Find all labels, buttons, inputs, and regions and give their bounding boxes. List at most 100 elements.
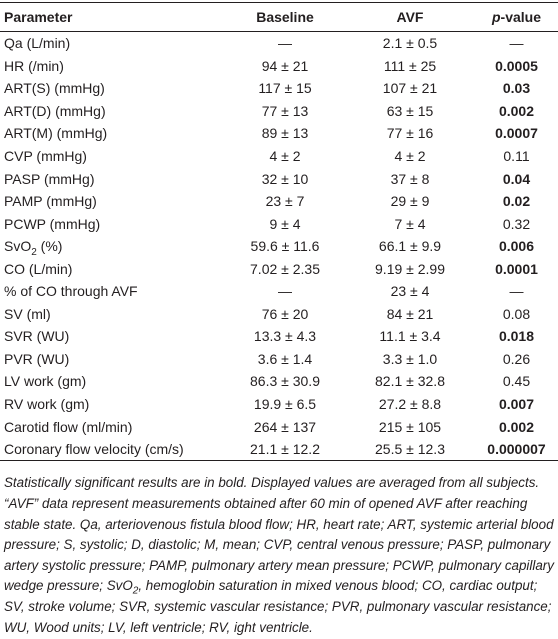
- avf-cell: 23 ± 4: [390, 283, 430, 300]
- avf-cell: 37 ± 8: [390, 170, 430, 187]
- parameter-cell: PASP (mmHg): [0, 167, 225, 190]
- p-value-cell: 0.007: [498, 396, 535, 413]
- parameter-text: CO (L/min): [4, 260, 73, 277]
- p-value-cell: 0.002: [498, 418, 535, 435]
- header-cell: p-value: [475, 3, 558, 32]
- baseline-cell: 117 ± 15: [258, 80, 312, 97]
- p-value-cell: 0.000007: [487, 441, 546, 458]
- header-cell: Baseline: [256, 9, 314, 25]
- avf-cell: 3.3 ± 1.0: [382, 350, 438, 367]
- avf-cell: 27.2 ± 8.8: [378, 396, 442, 413]
- avf-cell: 84 ± 21: [386, 305, 434, 322]
- table-row: PAMP (mmHg) 23 ± 7 29 ± 9 0.02: [0, 190, 558, 213]
- avf-cell: 107 ± 21: [382, 80, 438, 97]
- table-header: Parameter Baseline AVF p-value: [0, 2, 558, 32]
- parameter-text: HR (/min): [4, 57, 64, 74]
- avf-cell: 111 ± 25: [383, 57, 437, 74]
- p-value-cell: 0.0007: [495, 125, 538, 142]
- parameter-cell: CVP (mmHg): [0, 145, 225, 168]
- baseline-cell: 13.3 ± 4.3: [253, 328, 317, 345]
- parameter-cell: PAMP (mmHg): [0, 190, 225, 213]
- parameter-text: Qa (L/min): [4, 35, 71, 52]
- parameter-text: Coronary flow velocity (cm/s): [4, 441, 184, 458]
- parameter-text: ART(S) (mmHg): [4, 80, 105, 97]
- parameter-text: PCWP (mmHg): [4, 215, 101, 232]
- table-row: RV work (gm) 19.9 ± 6.5 27.2 ± 8.8 0.007: [0, 393, 558, 416]
- avf-cell: 29 ± 9: [390, 193, 430, 210]
- table-row: ART(D) (mmHg) 77 ± 13 63 ± 15 0.002: [0, 100, 558, 123]
- p-value-cell: 0.0001: [495, 260, 538, 277]
- avf-cell: 9.19 ± 2.99: [375, 260, 445, 277]
- table-row: HR (/min) 94 ± 21 111 ± 25 0.0005: [0, 55, 558, 78]
- parameter-cell: ART(M) (mmHg): [0, 122, 225, 145]
- parameter-cell: Qa (L/min): [0, 32, 225, 55]
- p-value-cell: 0.26: [502, 350, 531, 367]
- p-value-cell: 0.03: [502, 80, 531, 97]
- baseline-cell: 76 ± 20: [261, 305, 309, 322]
- parameter-text: SV (ml): [4, 305, 51, 322]
- parameter-cell: SV (ml): [0, 303, 225, 326]
- parameter-text: PVR (WU): [4, 350, 70, 367]
- p-value-cell: 0.02: [502, 193, 531, 210]
- footnote-text: Statistically significant results are in…: [4, 475, 554, 594]
- avf-cell: 2.1 ± 0.5: [382, 35, 438, 52]
- avf-cell: 66.1 ± 9.9: [378, 238, 442, 255]
- avf-cell: 215 ± 105: [378, 418, 442, 435]
- parameter-text: PAMP (mmHg): [4, 193, 97, 210]
- parameter-text: (%): [36, 238, 63, 255]
- parameter-cell: RV work (gm): [0, 393, 225, 416]
- header-cell: Parameter: [4, 9, 73, 25]
- header-text: -value: [500, 9, 542, 25]
- parameter-text: ART(M) (mmHg): [4, 125, 108, 142]
- avf-cell: 4 ± 2: [394, 148, 426, 164]
- avf-cell: 63 ± 15: [386, 102, 434, 119]
- parameter-text: ART(D) (mmHg): [4, 102, 106, 119]
- p-value-cell: —: [509, 35, 524, 52]
- parameter-cell: CO (L/min): [0, 257, 225, 280]
- baseline-cell: —: [278, 283, 292, 300]
- header-cell: AVF: [396, 9, 424, 25]
- p-value-cell: 0.04: [502, 170, 531, 187]
- baseline-cell: 9 ± 4: [269, 215, 301, 232]
- p-value-cell: —: [509, 283, 524, 300]
- parameter-cell: SvO2 (%): [0, 235, 225, 257]
- parameter-cell: PCWP (mmHg): [0, 212, 225, 235]
- baseline-cell: 77 ± 13: [261, 102, 309, 119]
- table-row: LV work (gm) 86.3 ± 30.9 82.1 ± 32.8 0.45: [0, 370, 558, 393]
- p-value-cell: 0.0005: [495, 57, 538, 74]
- parameter-cell: Carotid flow (ml/min): [0, 415, 225, 438]
- baseline-cell: 32 ± 10: [261, 170, 309, 187]
- table-row: PVR (WU) 3.6 ± 1.4 3.3 ± 1.0 0.26: [0, 348, 558, 371]
- parameter-cell: Coronary flow velocity (cm/s): [0, 438, 225, 461]
- avf-cell: 82.1 ± 32.8: [375, 373, 445, 390]
- baseline-cell: 21.1 ± 12.2: [250, 441, 320, 458]
- table-row: SV (ml) 76 ± 20 84 ± 21 0.08: [0, 303, 558, 326]
- parameter-cell: PVR (WU): [0, 348, 225, 371]
- baseline-cell: 89 ± 13: [261, 125, 309, 142]
- baseline-cell: 4 ± 2: [269, 148, 301, 164]
- p-value-cell: 0.11: [503, 148, 530, 164]
- header-row: Parameter Baseline AVF p-value: [0, 2, 558, 32]
- p-value-cell: 0.002: [498, 102, 535, 119]
- parameter-cell: SVR (WU): [0, 325, 225, 348]
- baseline-cell: 23 ± 7: [265, 193, 305, 210]
- parameter-cell: HR (/min): [0, 55, 225, 78]
- table-row: SvO2 (%) 59.6 ± 11.6 66.1 ± 9.9 0.006: [0, 235, 558, 257]
- table-row: CO (L/min) 7.02 ± 2.35 9.19 ± 2.99 0.0001: [0, 257, 558, 280]
- p-value-cell: 0.32: [502, 215, 531, 232]
- baseline-cell: 59.6 ± 11.6: [250, 238, 320, 255]
- parameter-text: Carotid flow (ml/min): [4, 418, 133, 435]
- parameter-text: PASP (mmHg): [4, 170, 95, 187]
- avf-cell: 77 ± 16: [386, 125, 434, 142]
- baseline-cell: 19.9 ± 6.5: [253, 396, 317, 413]
- parameter-cell: % of CO through AVF: [0, 280, 225, 303]
- baseline-cell: —: [278, 35, 292, 52]
- avf-cell: 7 ± 4: [394, 215, 426, 232]
- parameter-text: SVR (WU): [4, 328, 70, 345]
- parameter-text: CVP (mmHg): [4, 148, 87, 164]
- table-row: SVR (WU) 13.3 ± 4.3 11.1 ± 3.4 0.018: [0, 325, 558, 348]
- table-row: ART(M) (mmHg) 89 ± 13 77 ± 16 0.0007: [0, 122, 558, 145]
- data-table: Parameter Baseline AVF p-value Qa (L/min…: [0, 2, 558, 461]
- table-row: Qa (L/min) — 2.1 ± 0.5 —: [0, 32, 558, 55]
